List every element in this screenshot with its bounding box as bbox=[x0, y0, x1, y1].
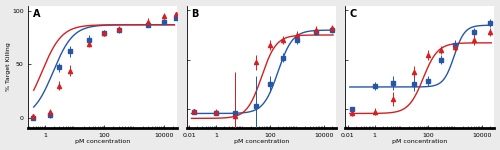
Text: B: B bbox=[191, 9, 198, 19]
X-axis label: pM concentration: pM concentration bbox=[234, 140, 289, 144]
Y-axis label: % Target Killing: % Target Killing bbox=[6, 42, 10, 91]
Text: A: A bbox=[33, 9, 40, 19]
X-axis label: pM concentration: pM concentration bbox=[392, 140, 447, 144]
Text: C: C bbox=[350, 9, 357, 19]
X-axis label: pM concentration: pM concentration bbox=[75, 140, 130, 144]
